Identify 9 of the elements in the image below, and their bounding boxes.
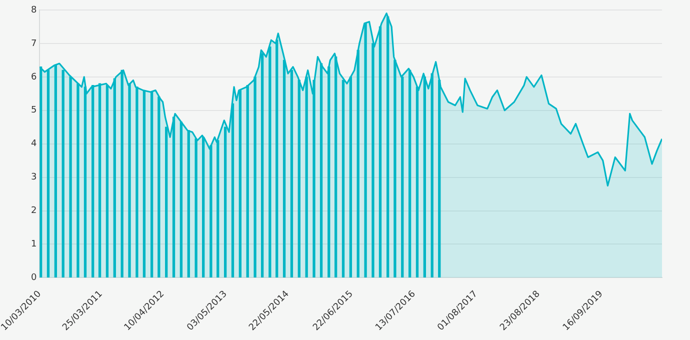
y-tick-label: 2 bbox=[30, 206, 37, 216]
y-tick-label: 6 bbox=[30, 72, 37, 82]
y-tick-label: 7 bbox=[30, 38, 37, 49]
y-tick-label: 3 bbox=[30, 172, 37, 183]
y-tick-label: 4 bbox=[30, 139, 37, 150]
y-tick-label: 0 bbox=[30, 273, 37, 284]
y-tick-label: 1 bbox=[30, 240, 37, 250]
y-tick-label: 8 bbox=[30, 5, 37, 16]
y-tick-label: 5 bbox=[30, 106, 37, 116]
